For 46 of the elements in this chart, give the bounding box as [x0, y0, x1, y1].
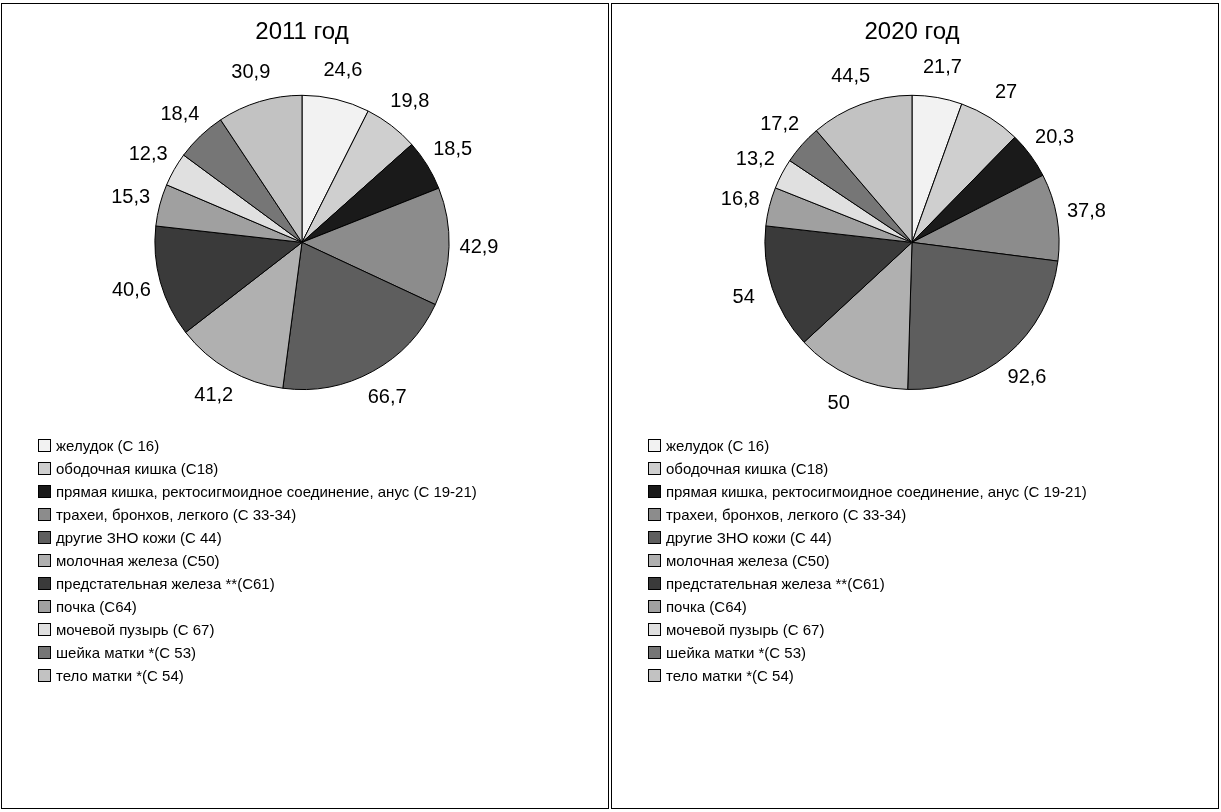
legend-label: мочевой пузырь (С 67) — [666, 621, 825, 638]
legend-label: шейка матки *(С 53) — [56, 644, 196, 661]
legend-label: трахеи, бронхов, легкого (С 33-34) — [56, 506, 297, 523]
data-label: 19,8 — [390, 89, 430, 112]
legend-label: прямая кишка, ректосигмоидное соединение, анус (С 19-21) — [56, 483, 477, 500]
data-label: 15,3 — [111, 184, 151, 207]
data-label: 20,3 — [1035, 124, 1075, 147]
chart-title: 2020 год — [864, 17, 960, 45]
legend-label: предстательная железа **(С61) — [56, 575, 275, 592]
data-label: 27 — [994, 79, 1018, 102]
data-label: 40,6 — [112, 277, 151, 300]
legend-label: другие ЗНО кожи (С 44) — [56, 529, 222, 546]
data-label: 18,4 — [160, 101, 200, 124]
data-label: 18,5 — [433, 136, 473, 159]
legend-label: трахеи, бронхов, легкого (С 33-34) — [666, 506, 907, 523]
legend-label: молочная железа (С50) — [56, 552, 220, 569]
data-label: 50 — [827, 391, 850, 414]
data-label: 12,3 — [128, 142, 168, 165]
legend-label: предстательная железа **(С61) — [666, 575, 885, 592]
data-label: 42,9 — [459, 235, 499, 258]
legend-label: молочная железа (С50) — [666, 552, 830, 569]
data-label: 41,2 — [194, 383, 234, 406]
data-label: 13,2 — [735, 147, 775, 170]
data-label: 92,6 — [1007, 364, 1047, 387]
legend-label: почка (С64) — [666, 598, 747, 615]
legend-label: желудок (С 16) — [56, 437, 160, 454]
legend-label: прямая кишка, ректосигмоидное соединение, анус (С 19-21) — [666, 483, 1087, 500]
legend-label: ободочная кишка (С18) — [56, 460, 219, 477]
legend-label: ободочная кишка (С18) — [666, 460, 829, 477]
data-label: 24,6 — [323, 57, 363, 80]
data-label: 21,7 — [922, 55, 962, 78]
data-label: 17,2 — [760, 112, 800, 135]
data-label: 66,7 — [367, 385, 407, 408]
legend-label: другие ЗНО кожи (С 44) — [666, 529, 832, 546]
data-label: 44,5 — [831, 63, 871, 86]
data-label: 37,8 — [1066, 199, 1106, 222]
legend-label: желудок (С 16) — [666, 437, 770, 454]
legend-label: тело матки *(С 54) — [666, 667, 794, 684]
chart-title: 2011 год — [255, 17, 349, 45]
data-label: 54 — [732, 285, 755, 308]
legend-label: шейка матки *(С 53) — [666, 644, 806, 661]
legend-label: почка (С64) — [56, 598, 137, 615]
legend-label: тело матки *(С 54) — [56, 667, 184, 684]
legend-label: мочевой пузырь (С 67) — [56, 621, 215, 638]
data-label: 30,9 — [231, 60, 271, 83]
data-label: 16,8 — [720, 186, 760, 209]
